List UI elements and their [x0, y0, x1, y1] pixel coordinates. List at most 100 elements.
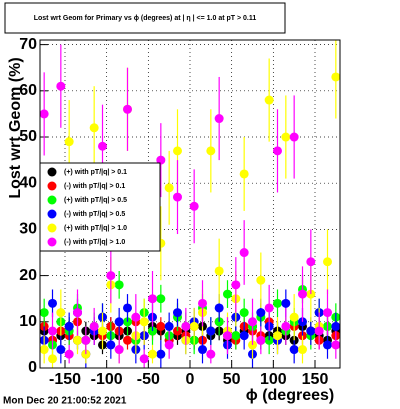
- point: [264, 95, 274, 105]
- point: [56, 308, 66, 318]
- point: [281, 298, 291, 308]
- legend-marker: [47, 209, 57, 219]
- point: [48, 326, 57, 336]
- point: [231, 331, 241, 341]
- point: [39, 345, 49, 355]
- point: [273, 298, 282, 308]
- point: [239, 169, 249, 179]
- point: [273, 331, 282, 341]
- x-tick-label: 0: [186, 371, 195, 388]
- point: [64, 321, 74, 331]
- point: [239, 308, 249, 318]
- point: [323, 308, 332, 318]
- point: [264, 303, 274, 313]
- y-tick-label: 70: [19, 36, 37, 53]
- point: [123, 104, 132, 114]
- point: [223, 331, 232, 341]
- point: [148, 349, 157, 359]
- point: [64, 349, 74, 359]
- point: [198, 298, 207, 308]
- point: [156, 349, 166, 359]
- y-tick-label: 20: [19, 267, 37, 284]
- point: [64, 137, 74, 147]
- legend-marker: [47, 181, 57, 191]
- point: [289, 312, 299, 322]
- point: [206, 146, 216, 156]
- x-tick-label: -50: [137, 371, 160, 388]
- point: [281, 132, 291, 142]
- point: [289, 345, 299, 355]
- point: [214, 114, 224, 124]
- point: [314, 326, 324, 336]
- point: [223, 289, 232, 299]
- point: [39, 109, 49, 119]
- point: [89, 123, 99, 133]
- point: [156, 294, 166, 304]
- point: [106, 340, 116, 350]
- point: [298, 289, 307, 299]
- point: [148, 294, 157, 304]
- point: [323, 257, 332, 267]
- point: [206, 326, 216, 336]
- timestamp: Mon Dec 20 21:00:52 2021: [3, 396, 127, 407]
- point: [89, 321, 99, 331]
- point: [56, 345, 66, 355]
- point: [273, 146, 282, 156]
- y-tick-label: 40: [19, 174, 37, 191]
- point: [139, 317, 149, 327]
- point: [56, 81, 66, 91]
- legend-marker: [47, 167, 57, 177]
- legend-marker: [47, 237, 57, 247]
- y-tick-label: 60: [19, 82, 37, 99]
- point: [164, 183, 174, 193]
- point: [256, 275, 266, 285]
- y-axis-label: Lost wrt Geom (%): [7, 57, 24, 198]
- point: [106, 271, 116, 281]
- chart-title: Lost wrt Geom for Primary vs ϕ (degrees)…: [34, 15, 257, 22]
- point: [306, 326, 316, 336]
- legend-marker: [47, 195, 57, 205]
- point: [189, 201, 199, 211]
- point: [331, 340, 341, 350]
- point: [73, 308, 82, 318]
- y-tick-label: 50: [19, 128, 37, 145]
- point: [131, 312, 141, 322]
- point: [48, 354, 57, 364]
- point: [98, 141, 107, 151]
- point: [231, 280, 241, 290]
- point: [239, 248, 249, 258]
- legend-label: (+) with pT/|q| > 1.0: [64, 225, 127, 232]
- y-tick-label: 0: [28, 359, 37, 376]
- point: [173, 192, 182, 202]
- point: [139, 354, 149, 364]
- legend-label: (-) with pT/|q| > 0.1: [64, 183, 125, 190]
- legend-box: [39, 162, 161, 252]
- point: [331, 321, 341, 331]
- point: [248, 317, 257, 327]
- point: [306, 257, 316, 267]
- point: [156, 155, 166, 165]
- title-box: [4, 2, 286, 34]
- point: [331, 72, 341, 82]
- y-tick-label: 30: [19, 221, 37, 238]
- point: [198, 345, 207, 355]
- x-tick-label: 150: [302, 371, 329, 388]
- point: [114, 345, 124, 355]
- point: [323, 340, 332, 350]
- point: [256, 335, 266, 345]
- legend-label: (-) with pT/|q| > 1.0: [64, 239, 125, 246]
- legend-label: (-) with pT/|q| > 0.5: [64, 211, 125, 218]
- point: [98, 326, 107, 336]
- x-tick-label: -150: [49, 371, 81, 388]
- point: [214, 303, 224, 313]
- point: [173, 308, 182, 318]
- point: [48, 298, 57, 308]
- point: [164, 321, 174, 331]
- point: [181, 321, 191, 331]
- point: [239, 331, 249, 341]
- x-tick-label: -100: [91, 371, 123, 388]
- point: [81, 335, 91, 345]
- point: [164, 340, 174, 350]
- point: [214, 266, 224, 276]
